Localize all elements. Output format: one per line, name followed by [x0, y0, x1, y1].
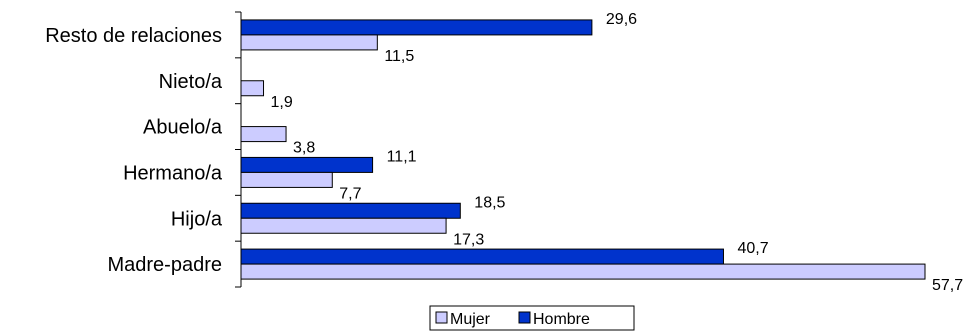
- category-label: Hijo/a: [171, 208, 223, 230]
- legend-swatch-mujer: [435, 311, 448, 324]
- bar-mujer: [240, 263, 926, 280]
- legend-swatch-hombre: [518, 311, 531, 324]
- category-label: Resto de relaciones: [45, 25, 222, 47]
- legend-label-mujer: Mujer: [450, 311, 491, 328]
- data-label-hombre: 18,5: [474, 194, 505, 211]
- legend-frame: [429, 305, 635, 331]
- data-label-mujer: 11,5: [384, 48, 414, 65]
- category-label: Madre-padre: [107, 254, 222, 276]
- legend-label-hombre: Hombre: [533, 311, 590, 328]
- bar-hombre: [240, 156, 374, 173]
- category-label: Hermano/a: [123, 162, 223, 184]
- bar-hombre: [240, 248, 724, 265]
- category-label: Abuelo/a: [143, 117, 223, 139]
- bar-mujer: [240, 126, 287, 143]
- bar-hombre: [240, 19, 593, 36]
- data-label-hombre: 11,1: [387, 148, 417, 165]
- bar-mujer: [240, 34, 378, 51]
- data-label-hombre: 40,7: [737, 240, 768, 257]
- data-label-mujer: 1,9: [271, 94, 293, 111]
- data-label-mujer: 17,3: [453, 231, 484, 248]
- data-label-hombre: 29,6: [606, 11, 637, 28]
- bar-mujer: [240, 171, 333, 188]
- bar-mujer: [240, 217, 447, 234]
- plot-area: Resto de relaciones 29,6 11,5 Nieto/a 1,9 Abu…: [45, 11, 963, 294]
- data-label-mujer: 3,8: [293, 140, 315, 157]
- legend: Mujer Hombre: [429, 305, 635, 331]
- category-label: Nieto/a: [159, 71, 223, 93]
- data-label-mujer: 57,7: [932, 277, 963, 294]
- bar-mujer: [240, 80, 265, 97]
- bar-hombre: [240, 202, 461, 219]
- data-label-mujer: 7,7: [339, 185, 361, 202]
